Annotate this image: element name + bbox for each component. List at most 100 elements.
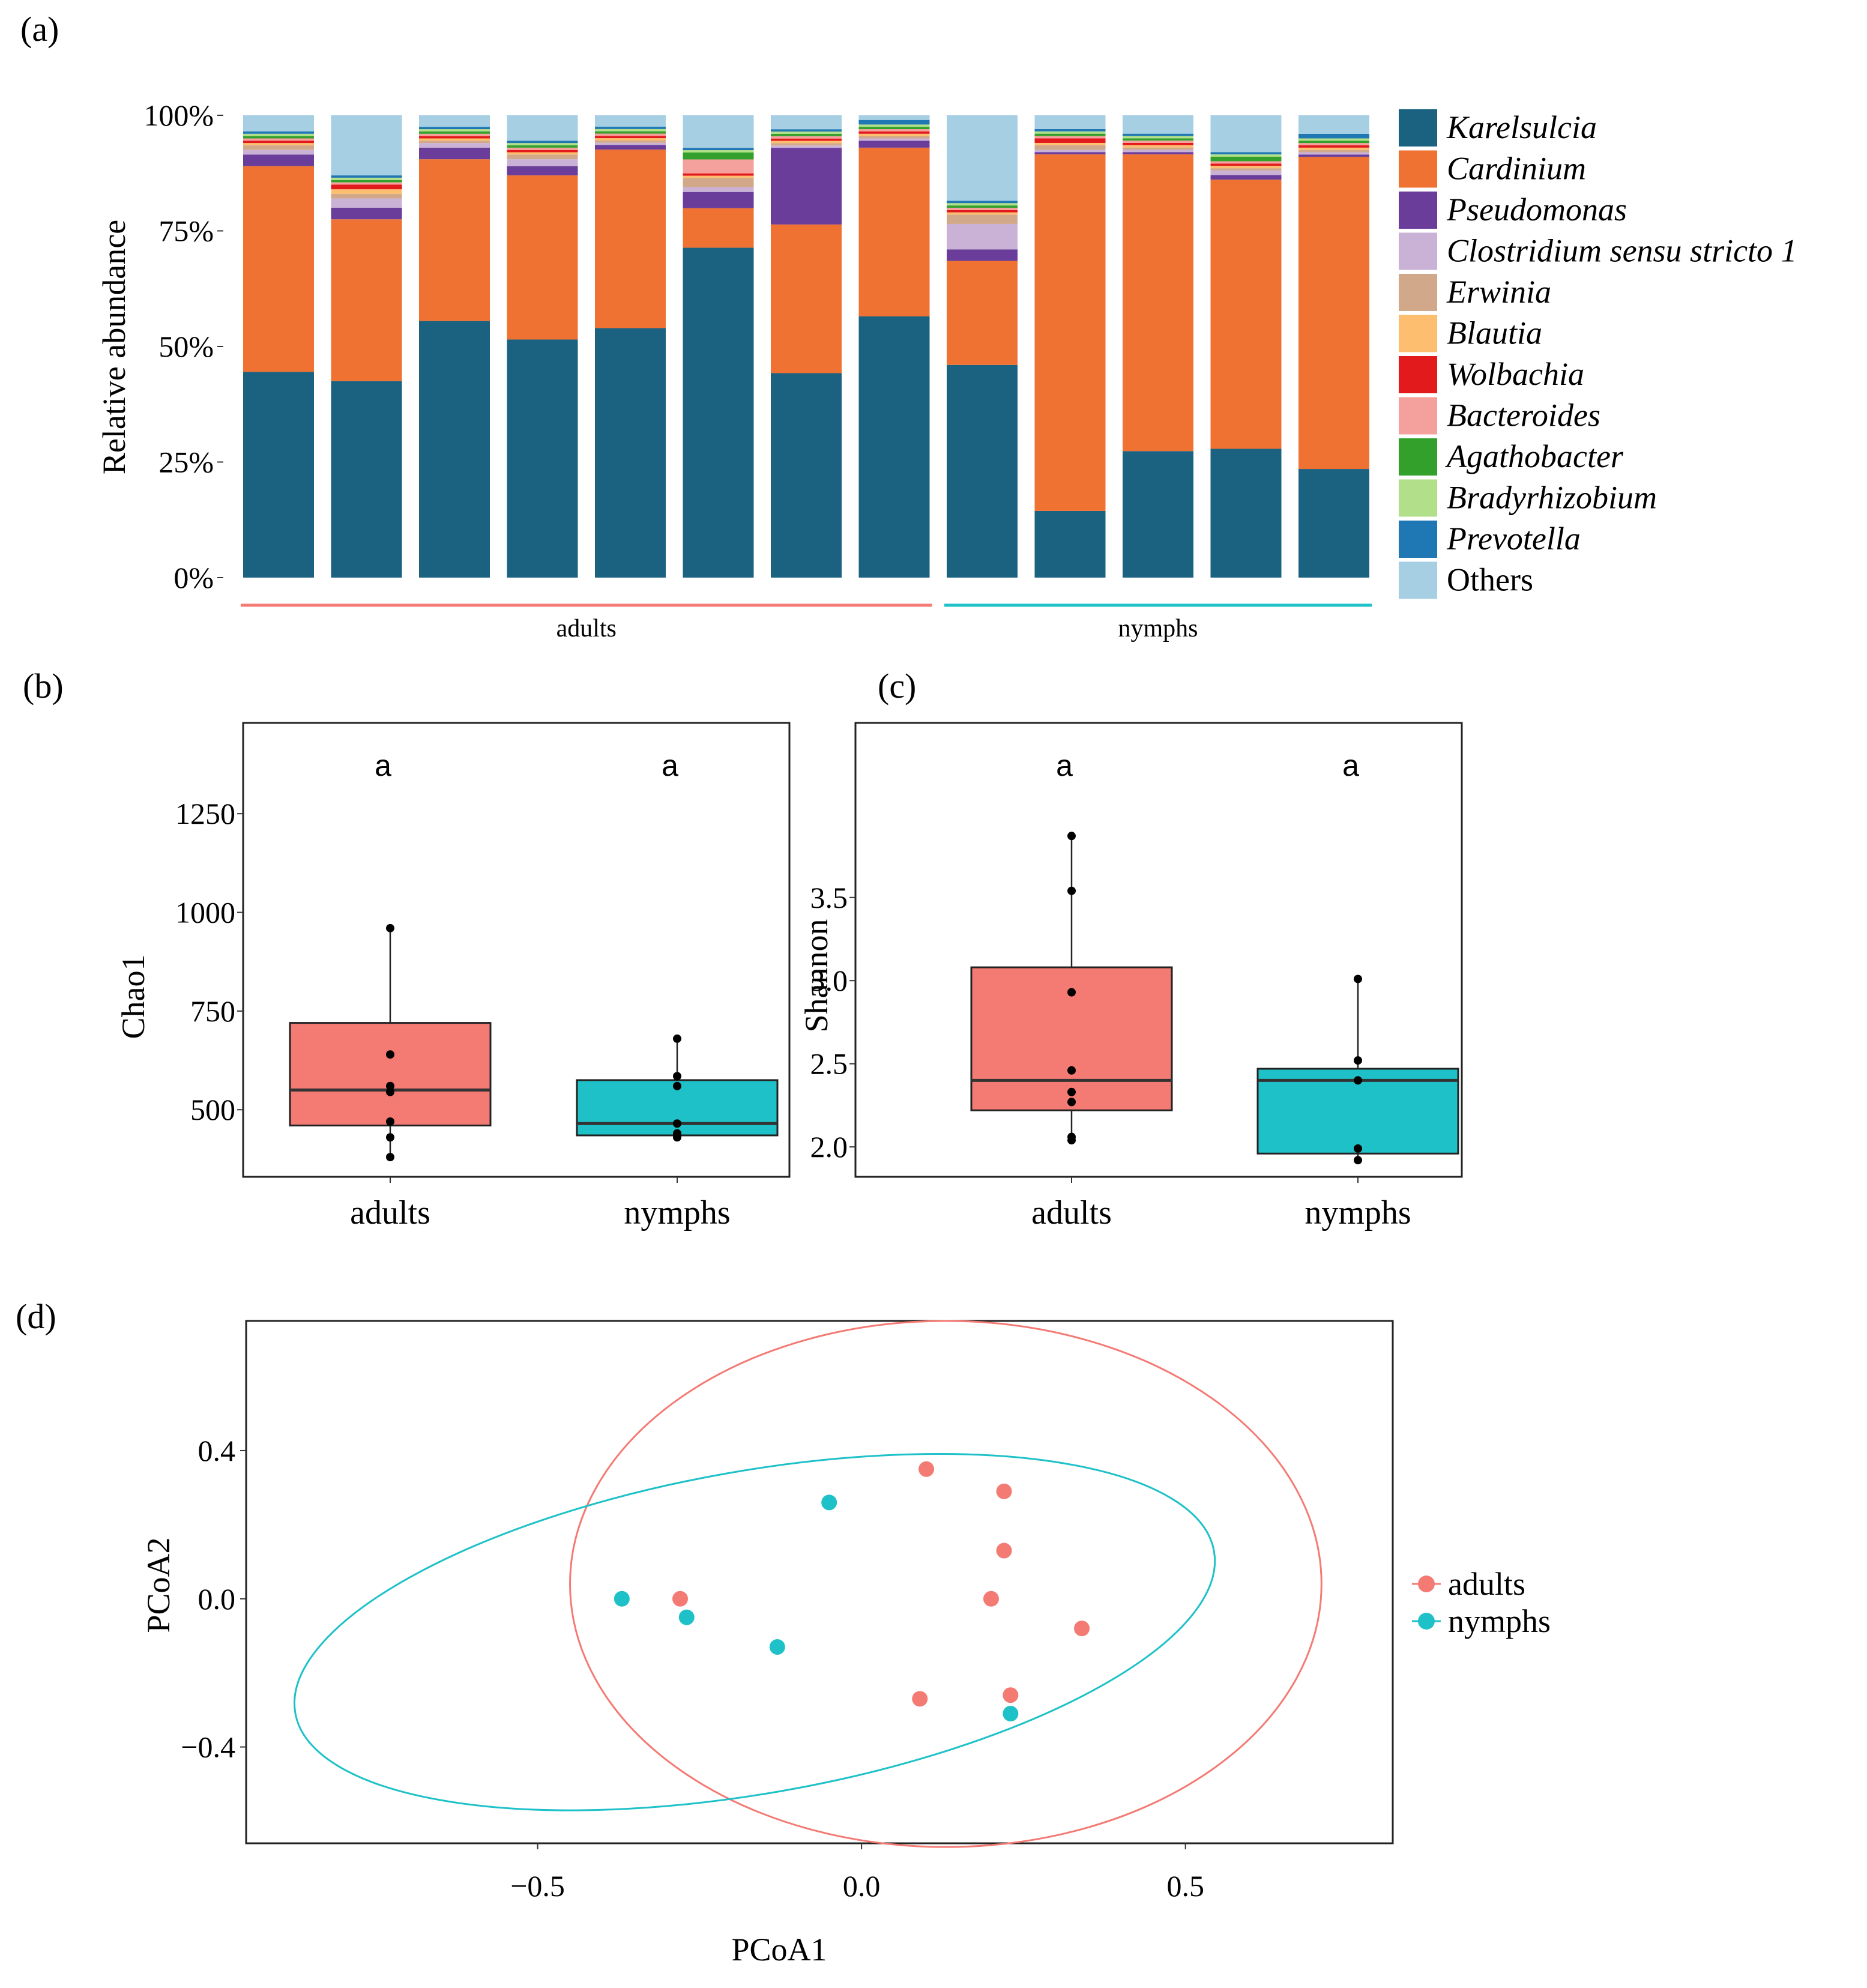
y-tick-label: 50% <box>158 330 214 363</box>
legend-label: Clostridium sensu stricto 1 <box>1447 233 1797 269</box>
confidence-ellipse <box>569 1320 1323 1848</box>
data-point <box>673 1081 681 1090</box>
panel-b: (b) Chao1 500 750 1000 1250 adults a nymphs a <box>23 666 791 1231</box>
legend-label: nymphs <box>1448 1603 1551 1639</box>
bar-segment <box>947 201 1018 204</box>
bar-segment <box>1034 152 1106 155</box>
data-point <box>673 1119 681 1128</box>
bar-segment <box>243 145 314 150</box>
bar-segment <box>771 148 842 225</box>
bar-segment <box>331 208 402 220</box>
data-point <box>1354 1056 1362 1065</box>
sample-bar <box>771 115 842 578</box>
x-tick-label: −0.5 <box>510 1869 565 1903</box>
bar-segment <box>595 145 666 150</box>
data-point <box>1067 1136 1076 1145</box>
legend-label: Pseudomonas <box>1446 192 1627 228</box>
x-category-label: nymphs <box>1304 1194 1411 1231</box>
bar-segment <box>771 145 842 148</box>
data-point <box>386 1050 394 1059</box>
data-point <box>1067 1087 1076 1096</box>
panel-c-frame <box>854 722 1463 1178</box>
bar-segment <box>1123 147 1193 150</box>
bar-segment <box>419 159 490 321</box>
bar-segment <box>419 136 490 139</box>
bar-segment <box>1298 145 1369 148</box>
bar-segment <box>507 150 578 153</box>
data-point <box>386 923 394 932</box>
y-tick-label: 2.0 <box>810 1130 848 1164</box>
bar-segment <box>683 178 754 187</box>
bar-segment <box>771 115 842 130</box>
bar-segment <box>331 175 402 178</box>
scatter-point <box>1003 1706 1019 1722</box>
bar-segment <box>1034 138 1106 143</box>
bar-segment <box>771 224 842 373</box>
bar-segment <box>1034 154 1106 511</box>
box-body <box>289 1022 492 1127</box>
group-label: adults <box>556 615 617 642</box>
bar-segment <box>1123 133 1193 136</box>
bar-segment <box>419 129 490 131</box>
bar-segment <box>1123 154 1193 452</box>
bar-segment <box>858 133 930 136</box>
bar-segment <box>1034 510 1106 578</box>
data-point <box>386 1087 394 1096</box>
bar-segment <box>1298 143 1369 146</box>
panel-a-groups: adults nymphs <box>241 603 1372 642</box>
y-tick-label: 0.4 <box>198 1434 236 1467</box>
data-point <box>1067 832 1076 841</box>
bar-segment <box>683 247 754 578</box>
bar-segment <box>243 131 314 134</box>
legend-label: adults <box>1448 1566 1525 1602</box>
bar-segment <box>243 166 314 372</box>
legend-label: Bacteroides <box>1447 397 1600 434</box>
y-tick-label: 0.0 <box>198 1582 236 1616</box>
bar-segment <box>331 177 402 180</box>
bar-segment <box>683 150 754 153</box>
legend-swatch <box>1399 109 1437 147</box>
bar-segment <box>331 381 402 578</box>
bar-segment <box>1123 152 1193 155</box>
bar-segment <box>858 138 930 141</box>
bar-segment <box>595 138 666 140</box>
panel-b-label: (b) <box>23 666 64 705</box>
bar-segment <box>771 131 842 134</box>
bar-segment <box>1123 140 1193 143</box>
bar-segment <box>507 145 578 148</box>
scatter-point <box>996 1483 1012 1499</box>
legend-swatch <box>1399 315 1437 352</box>
bar-segment <box>1210 163 1282 166</box>
bar-segment <box>1210 161 1282 164</box>
bar-segment <box>947 212 1018 215</box>
data-point <box>1067 1098 1076 1107</box>
bar-segment <box>1034 128 1106 131</box>
y-tick-label: 1250 <box>175 797 235 830</box>
bar-segment <box>331 219 402 381</box>
bar-segment <box>1034 150 1106 153</box>
bar-segment <box>858 131 930 134</box>
sample-bar <box>947 115 1018 578</box>
y-tick-label: 25% <box>158 446 214 479</box>
bar-segment <box>858 127 930 130</box>
sample-bar <box>595 115 666 578</box>
bar-segment <box>947 115 1018 201</box>
panel-a-y-ticks: 0% 25% 50% 75% 100% <box>143 98 223 594</box>
bar-segment <box>771 143 842 146</box>
x-category-label: nymphs <box>624 1194 730 1231</box>
bar-segment <box>243 136 314 139</box>
bar-segment <box>858 115 930 120</box>
box-nymphs <box>576 1034 779 1142</box>
bar-segment <box>1210 154 1282 157</box>
scatter-point <box>983 1591 999 1607</box>
legend-swatch <box>1399 521 1437 558</box>
bar-segment <box>595 140 666 143</box>
bar-segment <box>771 129 842 132</box>
sample-bar <box>1123 115 1193 578</box>
bar-segment <box>1210 115 1282 153</box>
bar-segment <box>595 136 666 139</box>
panel-a-bars <box>243 115 1369 578</box>
legend-label: Erwinia <box>1446 274 1551 310</box>
panel-d-frame <box>245 1320 1394 1844</box>
